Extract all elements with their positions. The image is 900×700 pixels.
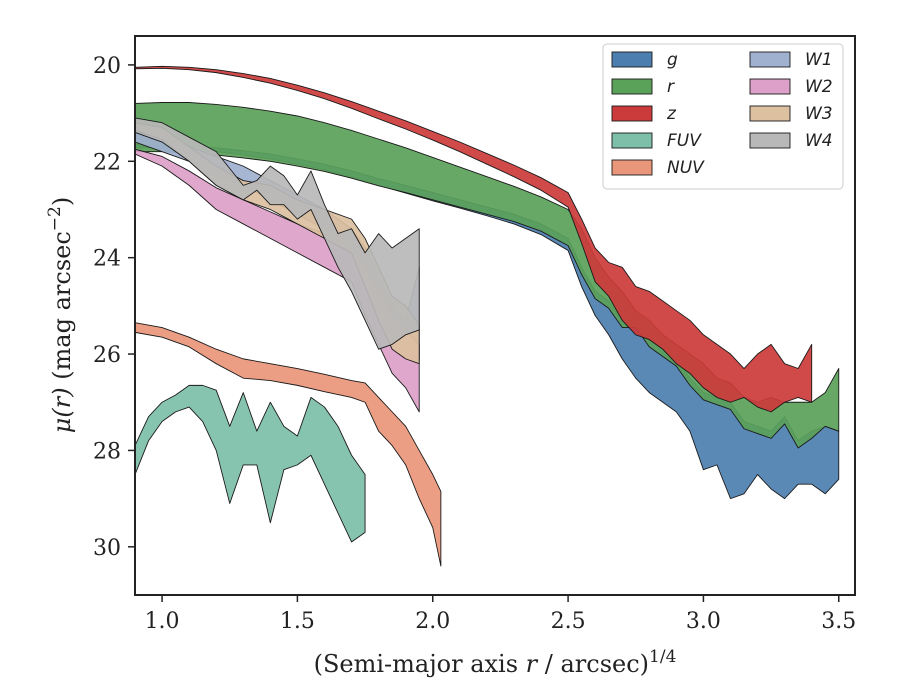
legend-label-w1: W1 <box>805 50 833 70</box>
legend-swatch-r <box>611 78 653 95</box>
tick-layer: 1.0 1.5 2.0 2.5 3.0 3.5 20 22 24 26 28 30 <box>93 54 856 634</box>
legend-swatch-fuv <box>611 132 653 149</box>
band-z <box>135 65 813 413</box>
y-tick-label: 22 <box>93 150 121 175</box>
legend-swatch-w4 <box>749 132 791 149</box>
x-tick-label: 2.0 <box>415 609 450 634</box>
y-tick-label: 24 <box>93 247 121 272</box>
legend-label-fuv: FUV <box>667 131 702 151</box>
x-tick-label: 2.5 <box>551 609 586 634</box>
legend-label-r: r <box>667 77 675 97</box>
legend-swatch-g <box>611 51 653 68</box>
x-tick-label: 3.5 <box>821 609 856 634</box>
legend-swatch-nuv <box>611 159 653 176</box>
plot-frame <box>134 35 856 596</box>
legend-swatch-w3 <box>749 105 791 122</box>
x-tick-label: 1.0 <box>145 609 180 634</box>
band-layer <box>135 65 840 567</box>
band-r <box>135 102 840 449</box>
x-tick-label: 3.0 <box>686 609 721 634</box>
y-axis-title: μ(r) (mag arcsec−2) <box>45 197 76 433</box>
legend: grz FUV NUV W1 W2 W3 W4 <box>602 43 844 190</box>
y-tick-label: 30 <box>93 536 121 561</box>
legend-swatch-z <box>611 105 653 122</box>
band-nuv <box>135 322 442 567</box>
legend-swatch-w2 <box>749 78 791 95</box>
legend-label-nuv: NUV <box>667 158 705 178</box>
legend-label-w2: W2 <box>805 77 833 97</box>
legend-swatch-w1 <box>749 51 791 68</box>
y-tick-label: 20 <box>93 54 121 79</box>
y-tick-label: 28 <box>93 439 121 464</box>
legend-label-w3: W3 <box>805 104 833 124</box>
x-axis-title: (Semi-major axis r / arcsec)1/4 <box>314 647 677 678</box>
y-tick-label: 26 <box>93 343 121 368</box>
legend-label-z: z <box>666 104 677 124</box>
legend-label-w4: W4 <box>805 131 833 151</box>
band-w4 <box>135 117 420 350</box>
band-fuv <box>135 384 366 543</box>
x-tick-label: 1.5 <box>280 609 315 634</box>
legend-label-g: g <box>667 50 678 70</box>
